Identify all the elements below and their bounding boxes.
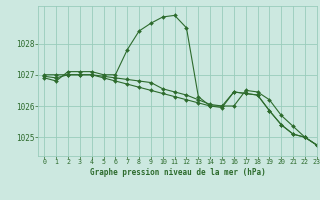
X-axis label: Graphe pression niveau de la mer (hPa): Graphe pression niveau de la mer (hPa) — [90, 168, 266, 177]
